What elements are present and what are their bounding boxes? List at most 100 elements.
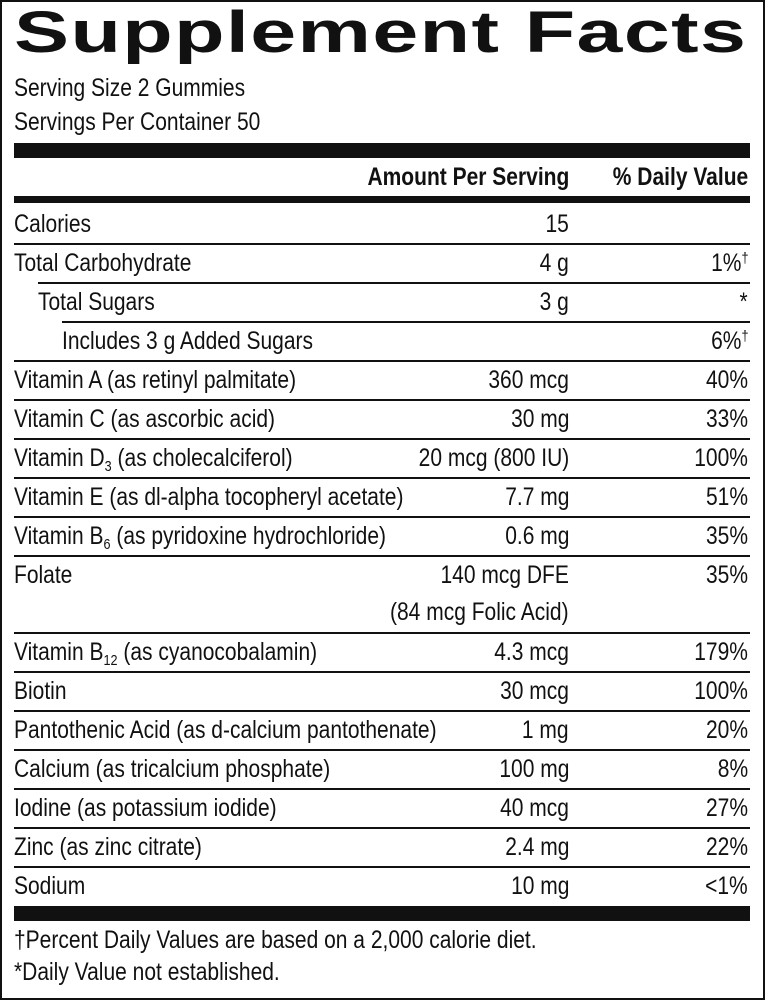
nutrient-name: Folate bbox=[14, 560, 72, 590]
amount: 100 mg bbox=[498, 755, 569, 783]
nutrient-name-text: Total Sugars bbox=[38, 288, 155, 316]
amount: 10 mg bbox=[510, 872, 569, 900]
serving-size: Serving Size 2 Gummies bbox=[14, 74, 246, 102]
footnote-mark: † bbox=[740, 328, 748, 345]
daily-value-text: 6% bbox=[710, 327, 741, 355]
amount: 20 mcg (800 IU) bbox=[418, 444, 569, 472]
nutrient-name-text: Calories bbox=[14, 210, 92, 238]
daily-value-text: 8% bbox=[717, 755, 748, 783]
row-rule bbox=[14, 749, 750, 751]
nutrient-name: Biotin bbox=[14, 676, 67, 706]
footnote-mark: † bbox=[740, 250, 748, 267]
row-rule bbox=[14, 477, 750, 479]
daily-value-text: 51% bbox=[705, 483, 748, 511]
row-rule bbox=[14, 438, 750, 440]
nutrient-name-text: Vitamin B bbox=[14, 638, 104, 666]
subscript: 6 bbox=[103, 536, 111, 553]
row-rule bbox=[14, 516, 750, 518]
row-rule bbox=[14, 632, 750, 634]
daily-value-text: 40% bbox=[705, 366, 748, 394]
nutrient-name-text: Vitamin E (as dl-alpha tocopheryl acetat… bbox=[14, 483, 404, 511]
daily-value: 27% bbox=[706, 793, 748, 823]
daily-value: 35% bbox=[706, 560, 748, 590]
nutrient-name: Vitamin B12 (as cyanocobalamin) bbox=[14, 637, 318, 668]
daily-value: <1% bbox=[705, 871, 748, 901]
footnote: *Daily Value not established. bbox=[14, 958, 280, 986]
nutrient-name-text: Iodine (as potassium iodide) bbox=[14, 794, 277, 822]
nutrient-name-text: Sodium bbox=[14, 872, 86, 900]
nutrient-name: Vitamin E (as dl-alpha tocopheryl acetat… bbox=[14, 482, 403, 512]
daily-value-text: 35% bbox=[705, 561, 748, 589]
nutrient-name: Pantothenic Acid (as d-calcium pantothen… bbox=[14, 715, 437, 745]
daily-value: 8% bbox=[718, 754, 748, 784]
daily-value: 51% bbox=[706, 482, 748, 512]
daily-value: 35% bbox=[706, 521, 748, 551]
daily-value-text: <1% bbox=[705, 872, 748, 900]
title: Supplement Facts bbox=[14, 0, 748, 65]
daily-value: 22% bbox=[706, 832, 748, 862]
daily-value: 40% bbox=[706, 365, 748, 395]
daily-value-text: 1% bbox=[710, 249, 741, 277]
daily-value: 1%† bbox=[711, 248, 748, 278]
column-header: Amount Per Serving bbox=[367, 163, 569, 191]
daily-value-text: 20% bbox=[705, 716, 748, 744]
amount: 1 mg bbox=[522, 716, 569, 744]
thick-rule bbox=[14, 143, 750, 158]
daily-value: 100% bbox=[694, 676, 748, 706]
row-rule bbox=[14, 827, 750, 829]
daily-value-text: 33% bbox=[705, 405, 748, 433]
row-rule bbox=[14, 866, 750, 868]
daily-value-text: 27% bbox=[705, 794, 748, 822]
nutrient-name-text: Vitamin C (as ascorbic acid) bbox=[14, 405, 276, 433]
row-rule bbox=[14, 671, 750, 673]
daily-value: 20% bbox=[706, 715, 748, 745]
daily-value: 100% bbox=[694, 443, 748, 473]
daily-value-text: 179% bbox=[694, 638, 748, 666]
nutrient-name: Total Sugars bbox=[38, 287, 155, 317]
nutrient-name: Vitamin D3 (as cholecalciferol) bbox=[14, 443, 293, 475]
nutrient-name-text: Calcium (as tricalcium phosphate) bbox=[14, 755, 331, 783]
nutrient-name: Total Carbohydrate bbox=[14, 248, 191, 278]
row-rule bbox=[14, 360, 750, 362]
amount: 15 bbox=[545, 210, 569, 238]
nutrient-name: Zinc (as zinc citrate) bbox=[14, 832, 202, 862]
amount: 360 mcg bbox=[488, 366, 569, 394]
row-rule bbox=[14, 710, 750, 712]
daily-value-text: * bbox=[739, 288, 748, 316]
amount: 40 mcg bbox=[500, 794, 569, 822]
daily-value-text: 100% bbox=[694, 677, 748, 705]
nutrient-source: (as pyridoxine hydrochloride) bbox=[116, 522, 387, 550]
daily-value: 33% bbox=[706, 404, 748, 434]
nutrient-name-text: Pantothenic Acid (as d-calcium pantothen… bbox=[14, 716, 437, 744]
nutrient-name: Sodium bbox=[14, 871, 85, 901]
amount: 4 g bbox=[539, 249, 569, 277]
daily-value-text: 35% bbox=[705, 522, 748, 550]
nutrient-name-text: Zinc (as zinc citrate) bbox=[14, 833, 202, 861]
amount-note: (84 mcg Folic Acid) bbox=[390, 598, 569, 626]
daily-value-text: 100% bbox=[694, 444, 748, 472]
nutrient-name-text: Vitamin D bbox=[14, 444, 105, 472]
amount: 4.3 mcg bbox=[494, 638, 569, 666]
nutrient-name-text: Includes 3 g Added Sugars bbox=[62, 327, 314, 355]
row-rule bbox=[38, 282, 750, 284]
nutrient-name-text: Total Carbohydrate bbox=[14, 249, 192, 277]
nutrient-name: Calories bbox=[14, 209, 91, 239]
nutrient-name: Vitamin A (as retinyl palmitate) bbox=[14, 365, 296, 395]
footnote: †Percent Daily Values are based on a 2,0… bbox=[14, 926, 537, 954]
nutrient-name: Vitamin C (as ascorbic acid) bbox=[14, 404, 275, 434]
daily-value: 6%† bbox=[711, 326, 748, 356]
amount: 30 mg bbox=[510, 405, 569, 433]
nutrient-name: Iodine (as potassium iodide) bbox=[14, 793, 277, 823]
servings-per-container: Servings Per Container 50 bbox=[14, 108, 261, 136]
nutrient-source: (as cyanocobalamin) bbox=[123, 638, 318, 666]
subscript: 3 bbox=[104, 458, 112, 475]
row-rule bbox=[62, 321, 750, 323]
nutrient-name: Vitamin B6 (as pyridoxine hydrochloride) bbox=[14, 521, 387, 553]
amount: 140 mcg DFE bbox=[440, 561, 569, 589]
nutrient-name-text: Biotin bbox=[14, 677, 67, 705]
nutrient-source: (as cholecalciferol) bbox=[117, 444, 293, 472]
column-header: % Daily Value bbox=[612, 163, 748, 191]
daily-value-text: 22% bbox=[705, 833, 748, 861]
nutrient-name: Calcium (as tricalcium phosphate) bbox=[14, 754, 330, 784]
